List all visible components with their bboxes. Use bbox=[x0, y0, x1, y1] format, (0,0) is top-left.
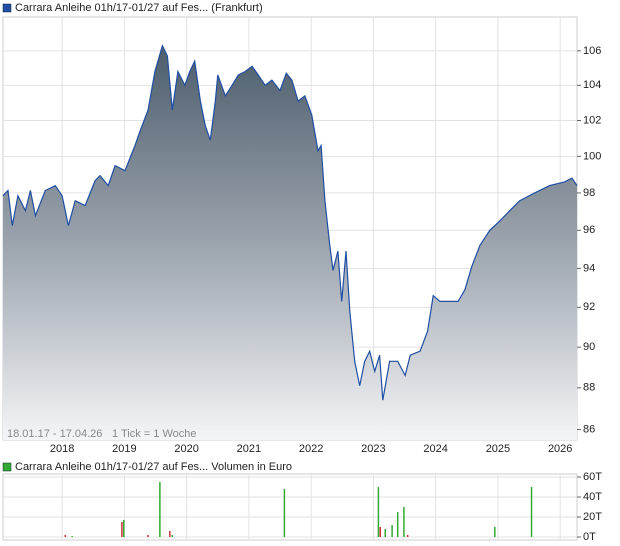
y-tick-label: 98 bbox=[583, 187, 595, 199]
y-tick-label: 0T bbox=[583, 531, 596, 543]
y-tick-label: 40T bbox=[583, 491, 602, 503]
volume-bar bbox=[171, 535, 174, 537]
volume-bar bbox=[377, 487, 380, 537]
y-tick-label: 88 bbox=[583, 382, 595, 394]
x-tick-label: 2019 bbox=[112, 443, 136, 455]
y-tick-label: 100 bbox=[583, 150, 601, 162]
x-tick-label: 2023 bbox=[361, 443, 385, 455]
x-tick-label: 2025 bbox=[486, 443, 510, 455]
volume-bar bbox=[121, 522, 123, 537]
volume-bar bbox=[123, 520, 125, 537]
volume-bar bbox=[379, 527, 382, 537]
volume-bar bbox=[147, 535, 149, 537]
y-tick-label: 60T bbox=[583, 471, 602, 483]
volume-bar bbox=[384, 529, 387, 537]
price-line bbox=[2, 44, 578, 401]
volume-bar bbox=[403, 507, 405, 537]
volume-bar bbox=[71, 536, 73, 537]
y-tick-label: 86 bbox=[583, 423, 595, 435]
legend-swatch bbox=[2, 3, 12, 13]
y-tick-label: 94 bbox=[583, 262, 595, 274]
volume-bar bbox=[391, 525, 393, 537]
volume-bar bbox=[283, 489, 286, 537]
volume-bar bbox=[396, 512, 399, 537]
volume-bar bbox=[530, 487, 533, 537]
volume-bar bbox=[406, 535, 409, 537]
area-fill bbox=[3, 45, 577, 440]
y-tick-label: 90 bbox=[583, 341, 595, 353]
y-tick-label: 96 bbox=[583, 224, 595, 236]
date-range: 18.01.17 - 17.04.26 bbox=[7, 428, 102, 440]
y-tick-label: 92 bbox=[583, 301, 595, 313]
tick-note: 1 Tick = 1 Woche bbox=[112, 428, 196, 440]
volume-title: Carrara Anleihe 01h/17-01/27 auf Fes... … bbox=[15, 461, 292, 473]
x-tick-label: 2022 bbox=[299, 443, 323, 455]
volume-bar bbox=[159, 482, 161, 537]
x-tick-label: 2020 bbox=[174, 443, 198, 455]
volume-area bbox=[2, 473, 578, 541]
y-tick-label: 102 bbox=[583, 114, 601, 126]
volume-bar bbox=[169, 531, 171, 537]
x-tick-label: 2024 bbox=[423, 443, 447, 455]
x-tick-label: 2021 bbox=[237, 443, 261, 455]
chart-title: Carrara Anleihe 01h/17-01/27 auf Fes... … bbox=[15, 2, 263, 14]
legend-swatch bbox=[2, 462, 12, 472]
volume-bar bbox=[494, 527, 496, 537]
x-tick-label: 2026 bbox=[548, 443, 572, 455]
y-tick-label: 104 bbox=[583, 79, 601, 91]
y-tick-label: 20T bbox=[583, 511, 602, 523]
volume-bar bbox=[64, 535, 67, 537]
y-tick-label: 106 bbox=[583, 45, 601, 57]
x-tick-label: 2018 bbox=[50, 443, 74, 455]
